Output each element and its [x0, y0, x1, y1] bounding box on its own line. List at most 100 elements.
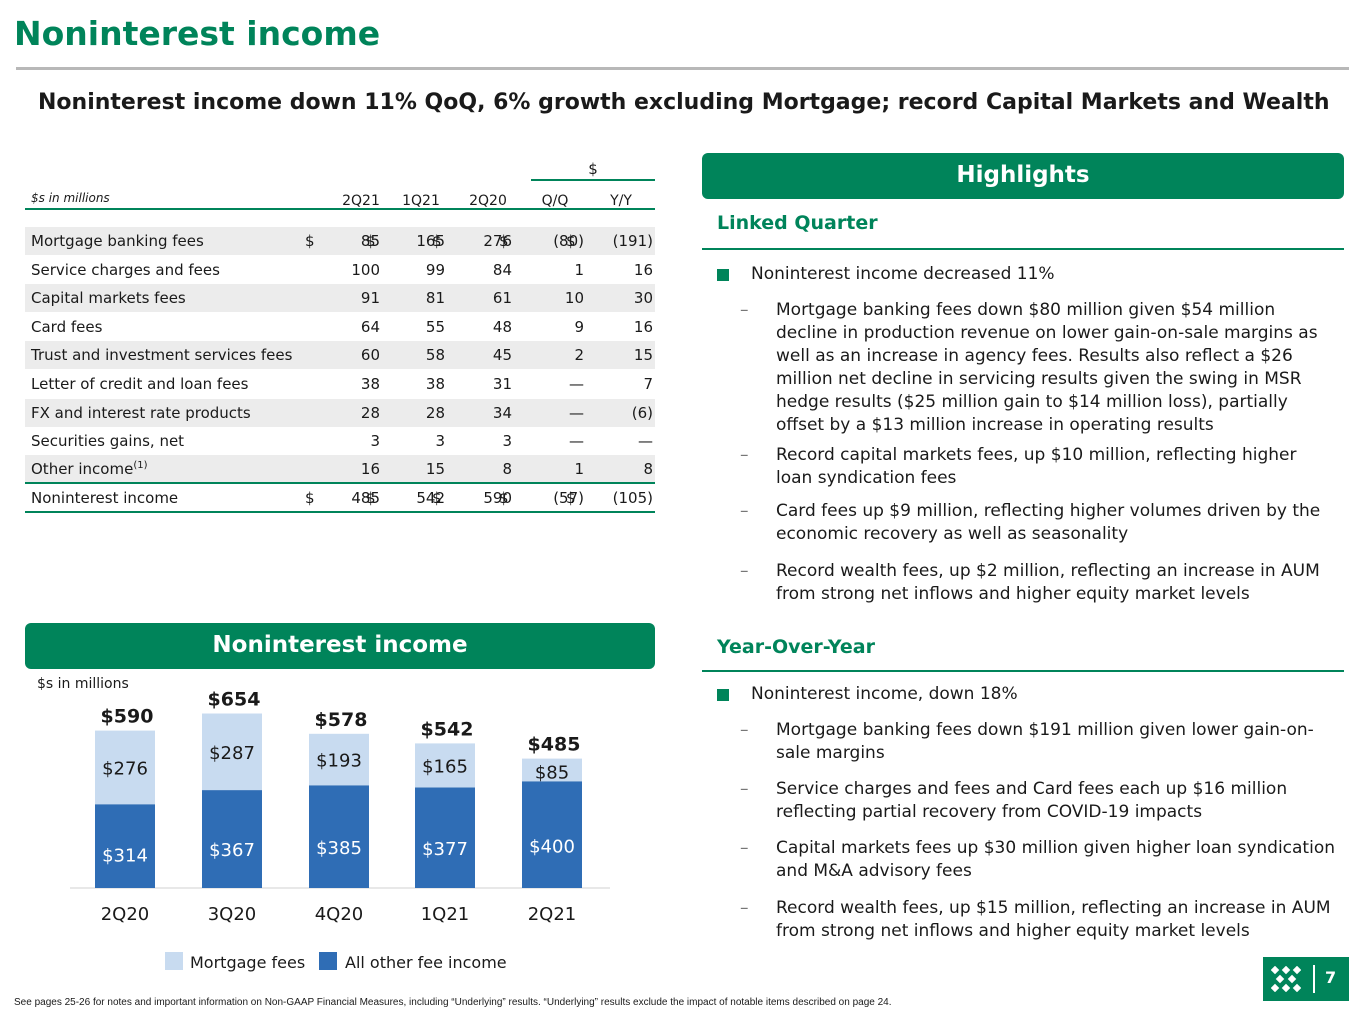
dash-marker: –	[740, 720, 749, 740]
bar-total-label: $590	[101, 706, 154, 728]
header-divider	[25, 208, 655, 210]
bar-data-label: $165	[422, 756, 468, 777]
units-label: $s in millions	[31, 191, 110, 205]
table-cell: 64	[360, 318, 380, 336]
row-label: Other income(1)	[31, 460, 147, 478]
table-cell: 30	[633, 289, 653, 307]
dollar-sign: $	[432, 232, 442, 250]
chart-svg: $s in millions $314 $276 $590 2Q20 $367 $287 $6…	[37, 676, 610, 972]
page-number: 7	[1325, 968, 1337, 987]
table-cell: 8	[502, 460, 512, 478]
sub-item-text: Service charges and fees and Card fees e…	[776, 779, 1288, 822]
table-row: FX and interest rate products 28 28 34 — (6)	[25, 399, 655, 427]
bar-mortgage-fee	[522, 758, 582, 782]
table-cell: 58	[425, 346, 445, 364]
page-title: Noninterest income	[14, 14, 381, 53]
row-label-text: Card fees	[31, 318, 103, 336]
section-divider	[702, 670, 1344, 672]
dash-marker: –	[740, 838, 749, 858]
bar-other-fee	[309, 785, 369, 888]
row-label-text: Noninterest income	[31, 489, 179, 507]
bar-data-label: $85	[535, 762, 569, 783]
dollar-sign: $	[566, 489, 576, 507]
table-cell: 84	[492, 261, 512, 279]
table-cell: 38	[360, 375, 380, 393]
table-row: Noninterest income 485 $542 $590 $ (57) $ (105)…	[25, 484, 655, 512]
table-cell: —	[569, 375, 584, 393]
dash-marker: –	[740, 898, 749, 918]
table-cell: —	[638, 432, 653, 450]
sub-item-text: Mortgage banking fees down $80 million g…	[776, 300, 1318, 435]
bar-total-label: $578	[315, 709, 368, 731]
table-cell: 34	[492, 404, 512, 422]
row-label: Card fees	[31, 318, 102, 336]
legend-label: Mortgage fees	[190, 953, 305, 972]
row-label: Mortgage banking fees	[31, 232, 204, 250]
row-label: Letter of credit and loan fees	[31, 375, 248, 393]
bar-data-label: $276	[102, 758, 148, 779]
table-cell: —	[569, 404, 584, 422]
x-tick-label: 2Q21	[528, 904, 577, 925]
dollar-sign: $	[305, 232, 315, 250]
legend-swatch-mortgage	[165, 952, 183, 970]
bar-other-fee	[522, 781, 582, 888]
sub-item-text: Record wealth fees, up $2 million, refle…	[776, 561, 1320, 604]
col-header: Q/Q	[541, 193, 569, 209]
table-cell: 15	[633, 346, 653, 364]
table-cell: (105)	[612, 489, 653, 507]
row-label-text: Trust and investment services fees	[31, 346, 293, 364]
dash-marker: –	[740, 561, 749, 581]
table-cell: 99	[425, 261, 445, 279]
table-cell: 48	[492, 318, 512, 336]
bar-data-label: $193	[316, 751, 362, 772]
dollar-sign: $	[499, 489, 509, 507]
x-tick-label: 4Q20	[315, 904, 364, 925]
bar-data-label: $287	[209, 743, 255, 764]
bar-data-label: $385	[316, 838, 362, 859]
dash-marker: –	[740, 445, 749, 465]
table-cell: (6)	[631, 404, 653, 422]
table-cell: 8	[643, 460, 653, 478]
total-divider	[25, 482, 655, 484]
dollar-sign: $	[366, 489, 376, 507]
dollar-change-header: $	[588, 160, 598, 178]
bar-total-label: $542	[421, 718, 474, 740]
dollar-sign: $	[566, 232, 576, 250]
table-row: Letter of credit and loan fees 38 38 31 — 7	[25, 370, 655, 398]
sub-item-text: Card fees up $9 million, reflecting high…	[776, 501, 1321, 544]
bullet-text: Noninterest income decreased 11%	[751, 264, 1055, 284]
total-divider	[25, 511, 655, 513]
row-label-text: Service charges and fees	[31, 261, 220, 279]
col-header: 2Q21	[342, 193, 380, 209]
brand-logo: 7	[1263, 957, 1349, 1001]
bar-total-label: $485	[528, 734, 581, 756]
table-cell: 15	[425, 460, 445, 478]
table-cell: 55	[425, 318, 445, 336]
row-label-text: Mortgage banking fees	[31, 232, 204, 250]
table-cell: 10	[564, 289, 584, 307]
dollar-sign: $	[305, 489, 315, 507]
x-tick-label: 2Q20	[101, 904, 150, 925]
bar-mortgage-fee	[95, 730, 155, 805]
sub-item-text: Record capital markets fees, up $10 mill…	[776, 445, 1297, 488]
table-row: Card fees 64 55 48 9 16	[25, 313, 655, 341]
table-row: Capital markets fees 91 81 61 10 30	[25, 284, 655, 312]
sub-item-text: Mortgage banking fees down $191 million …	[776, 720, 1314, 763]
table-cell: 3	[370, 432, 380, 450]
x-tick-label: 3Q20	[208, 904, 257, 925]
logo-separator	[1313, 965, 1315, 993]
bar-mortgage-fee	[202, 713, 262, 791]
dollar-sign: $	[366, 232, 376, 250]
year-over-year-title: Year-Over-Year	[717, 636, 875, 658]
table-cell: 3	[435, 432, 445, 450]
row-label-text: FX and interest rate products	[31, 404, 251, 422]
bar-mortgage-fee	[309, 733, 369, 786]
table-cell: 165	[416, 232, 445, 250]
table-cell: (57)	[553, 489, 584, 507]
units-label: $s in millions	[37, 676, 129, 692]
sub-item-text: Record wealth fees, up $15 million, refl…	[776, 898, 1331, 941]
table-cell: 28	[360, 404, 380, 422]
table-cell: 9	[574, 318, 584, 336]
table-row: Securities gains, net 3 3 3 — —	[25, 427, 655, 455]
row-label: Securities gains, net	[31, 432, 184, 450]
